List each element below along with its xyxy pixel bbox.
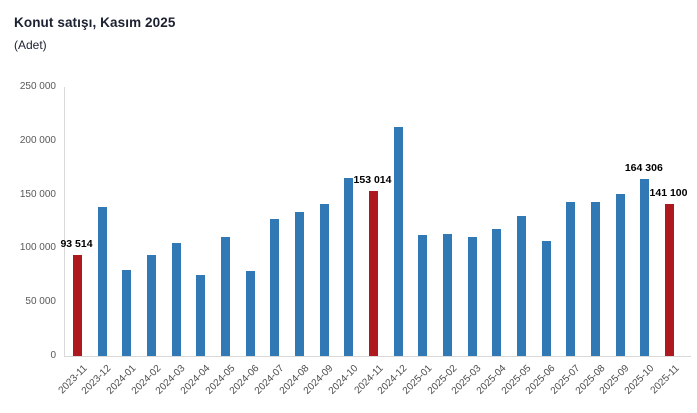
- bar-2025-03: [467, 237, 477, 356]
- bar-2024-10: [344, 178, 354, 356]
- bar-2024-09: [319, 204, 329, 356]
- chart-subtitle: (Adet): [14, 38, 47, 52]
- y-tick-label: 50 000: [25, 296, 56, 308]
- bar-value-label: 153 014: [353, 174, 392, 187]
- bar-2024-11: [369, 191, 378, 356]
- bar-2024-01: [122, 270, 132, 356]
- bar-2025-01: [418, 235, 428, 356]
- bar-2024-05: [221, 237, 230, 356]
- y-tick-label: 150 000: [19, 188, 56, 200]
- bar-2024-07: [270, 219, 280, 356]
- bar-2025-06: [541, 241, 551, 356]
- bar-2025-10: [640, 179, 650, 356]
- bar-2023-11: [73, 255, 82, 356]
- bar-2024-04: [196, 275, 206, 356]
- bar-2025-05: [517, 216, 526, 356]
- y-tick-label: 100 000: [19, 242, 56, 254]
- bar-chart: 0 50 000 100 000 150 000 200 000 250 000 2023…: [0, 81, 697, 413]
- plot-area: [64, 87, 691, 357]
- y-tick-label: 200 000: [19, 134, 56, 146]
- bar-2024-08: [295, 212, 304, 356]
- bar-2024-03: [171, 243, 181, 356]
- bar-2023-12: [97, 207, 107, 356]
- bar-2024-06: [245, 271, 255, 356]
- y-tick-label: 250 000: [19, 81, 56, 92]
- bar-2025-04: [492, 229, 502, 356]
- bar-value-label: 141 100: [649, 187, 688, 200]
- bar-2025-08: [591, 202, 600, 356]
- bar-2025-11: [665, 204, 674, 356]
- bar-value-label: 93 514: [60, 238, 93, 251]
- bar-value-label: 164 306: [624, 162, 663, 175]
- y-tick-label: 0: [50, 350, 56, 361]
- chart-title: Konut satışı, Kasım 2025: [14, 15, 176, 30]
- bar-2024-02: [147, 255, 156, 356]
- bar-2025-02: [443, 234, 452, 356]
- bar-2024-12: [393, 127, 403, 356]
- bar-2025-07: [566, 202, 576, 356]
- bar-2025-09: [615, 194, 625, 356]
